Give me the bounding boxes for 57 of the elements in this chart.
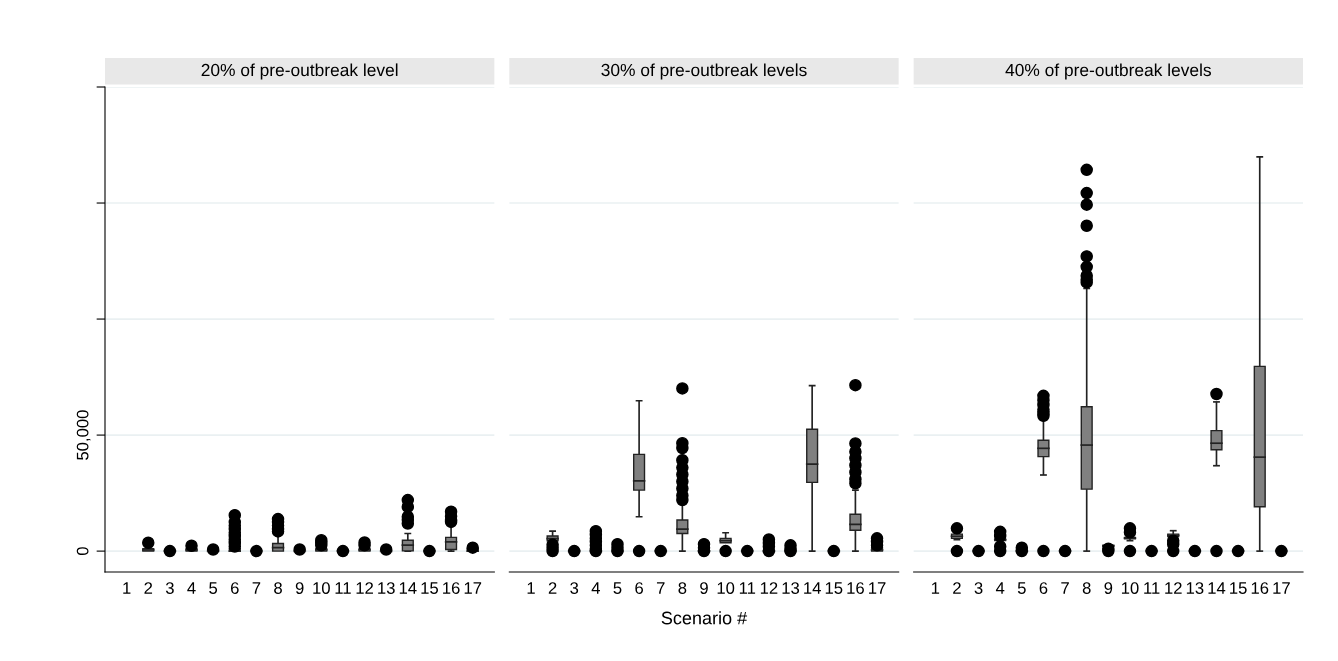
x-tick-label: 2	[144, 582, 153, 594]
x-tick-label: 11	[335, 582, 351, 594]
x-tick-label: 11	[1144, 582, 1160, 594]
x-tick-label: 13	[782, 582, 800, 594]
x-tick-label: 9	[1104, 582, 1113, 594]
x-tick-label: 5	[209, 582, 218, 594]
chart-title: 30% of pre-outbreak levels	[601, 63, 807, 80]
x-tick-label: 12	[356, 582, 373, 594]
x-tick-label: 8	[1082, 582, 1091, 594]
x-tick-label: 14	[399, 582, 417, 594]
x-tick-label: 6	[635, 582, 644, 594]
x-tick-label: 15	[1230, 582, 1247, 594]
x-axis-title: Scenario #	[661, 611, 748, 625]
x-tick-label: 1	[931, 582, 940, 594]
x-tick-label: 1	[123, 582, 131, 594]
x-tick-label: 9	[700, 582, 708, 594]
x-tick-label: 3	[570, 582, 579, 594]
x-tick-label: 8	[678, 582, 687, 594]
x-tick-label: 6	[230, 582, 239, 594]
x-tick-label: 8	[274, 582, 282, 594]
x-tick-label: 1	[527, 582, 535, 594]
x-tick-label: 7	[252, 582, 261, 594]
x-tick-label: 7	[1061, 582, 1069, 594]
x-tick-label: 10	[717, 582, 735, 594]
x-tick-label: 17	[464, 582, 482, 594]
x-tick-label: 4	[995, 582, 1005, 594]
x-tick-label: 15	[421, 582, 439, 594]
x-tick-label: 14	[804, 582, 821, 594]
x-tick-label: 3	[974, 582, 983, 594]
x-tick-label: 10	[313, 582, 330, 594]
x-tick-label: 12	[760, 582, 778, 594]
x-tick-label: 5	[1017, 582, 1026, 594]
y-tick-label: 50,000	[76, 410, 91, 460]
y-tick-label: 0	[76, 547, 89, 556]
x-tick-label: 2	[548, 582, 557, 594]
x-tick-label: 16	[1251, 582, 1269, 594]
x-tick-label: 16	[847, 582, 864, 594]
x-tick-label: 6	[1039, 582, 1048, 594]
x-tick-label: 2	[953, 582, 961, 594]
x-tick-label: 15	[825, 582, 843, 594]
x-tick-label: 10	[1121, 582, 1139, 594]
x-tick-label: 12	[1165, 582, 1182, 594]
x-tick-label: 9	[295, 582, 304, 594]
x-tick-label: 4	[591, 582, 600, 594]
x-tick-label: 13	[378, 582, 395, 594]
x-tick-label: 5	[613, 582, 622, 594]
x-tick-label: 13	[1186, 582, 1204, 594]
x-tick-label: 7	[656, 582, 665, 594]
chart-title: 20% of pre-outbreak level	[201, 63, 398, 80]
x-tick-label: 4	[187, 582, 196, 594]
x-tick-label: 16	[443, 582, 460, 594]
x-tick-label: 17	[869, 582, 886, 594]
x-tick-label: 14	[1208, 582, 1226, 594]
chart-title: 40% of pre-outbreak levels	[1005, 63, 1211, 80]
x-tick-label: 17	[1273, 582, 1290, 594]
x-tick-label: 11	[739, 582, 756, 594]
x-tick-label: 3	[165, 582, 174, 594]
